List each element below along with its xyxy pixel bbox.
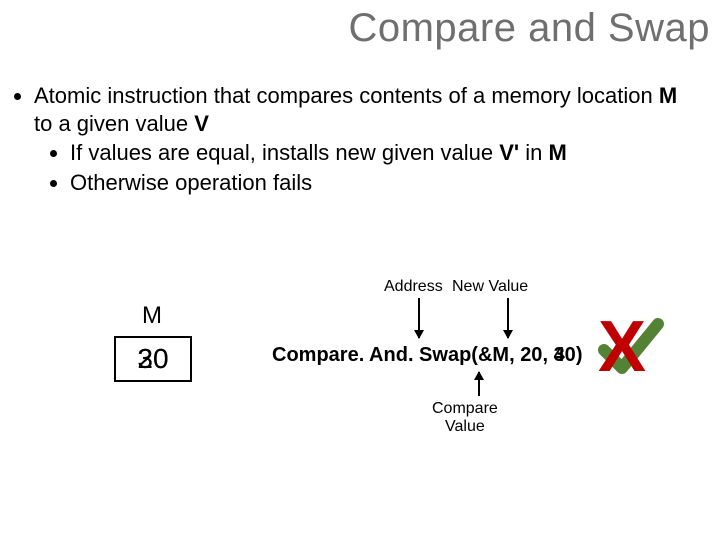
memory-label: M <box>142 302 162 330</box>
cas-sep2: , <box>542 344 553 366</box>
cas-call: Compare. And. Swap(&M, 20, 430) <box>272 344 582 367</box>
comparevalue-label: Compare Value <box>432 400 498 435</box>
slide-title: Compare and Swap <box>348 6 710 51</box>
bullet-sub1-pre: If values are equal, installs new given … <box>70 140 499 165</box>
bullet-main-V: V <box>194 111 209 136</box>
bullet-list: Atomic instruction that compares content… <box>14 82 700 198</box>
bullet-main-M: M <box>659 83 677 108</box>
memory-value-front: 20 <box>116 338 190 380</box>
bullet-sub1-Vp: V' <box>499 140 519 165</box>
memory-box: 30 20 <box>114 336 192 382</box>
arrow-address <box>418 298 420 338</box>
cas-fn: Compare. And. Swap( <box>272 344 478 366</box>
bullet-sub-2: Otherwise operation fails <box>70 169 700 197</box>
bullet-main: Atomic instruction that compares content… <box>34 82 700 196</box>
bullet-sub1-mid: in <box>519 140 548 165</box>
arrow-newvalue <box>507 298 509 338</box>
comparevalue-l2: Value <box>445 418 485 435</box>
cas-cmp: 20 <box>520 344 542 366</box>
cas-new-front: 30 <box>554 344 576 366</box>
cas-sep1: , <box>509 344 520 366</box>
cas-addr: &M <box>478 344 509 366</box>
x-icon: X <box>598 306 646 388</box>
address-label: Address <box>384 278 443 296</box>
bullet-sub-1: If values are equal, installs new given … <box>70 139 700 167</box>
diagram: M 30 20 Address New Value Compare Value … <box>0 278 720 538</box>
bullet-main-text-1: Atomic instruction that compares content… <box>34 83 659 108</box>
bullet-main-text-2: to a given value <box>34 111 194 136</box>
arrow-comparevalue <box>478 372 480 396</box>
bullet-sub1-M: M <box>549 140 567 165</box>
comparevalue-l1: Compare <box>432 400 498 417</box>
newvalue-label: New Value <box>452 278 528 296</box>
cas-close: ) <box>576 344 583 366</box>
cas-new: 430 <box>554 344 576 367</box>
